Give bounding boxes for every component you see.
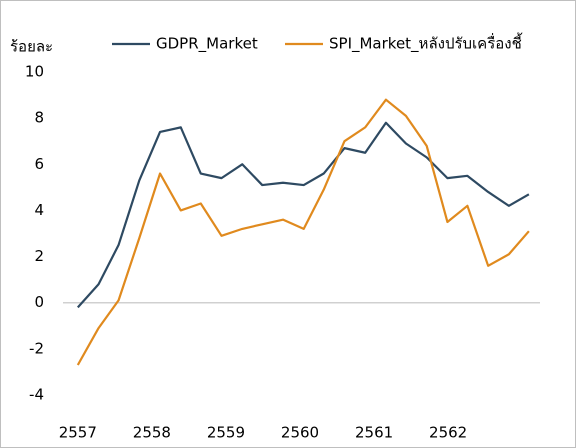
y-tick-label: -4 — [29, 386, 44, 404]
y-axis-label: ร้อยละ — [10, 38, 53, 56]
y-tick-label: 8 — [34, 109, 44, 127]
y-tick-label: 6 — [34, 155, 44, 173]
y-tick-label: 4 — [34, 201, 44, 219]
x-tick-label: 2559 — [207, 424, 245, 442]
y-tick-label: 0 — [34, 293, 44, 311]
y-tick-label: -2 — [29, 339, 44, 357]
x-tick-label: 2557 — [59, 424, 97, 442]
legend-label: SPI_Market_หลังปรับเครื่องชี้ — [329, 33, 523, 54]
legend-label: GDPR_Market — [156, 35, 258, 54]
x-tick-label: 2561 — [355, 424, 393, 442]
x-tick-label: 2560 — [281, 424, 319, 442]
x-tick-label: 2558 — [133, 424, 171, 442]
y-tick-label: 10 — [25, 63, 44, 81]
y-tick-label: 2 — [34, 247, 44, 265]
series-line — [76, 121, 530, 309]
series-line — [76, 98, 530, 366]
x-tick-label: 2562 — [429, 424, 467, 442]
